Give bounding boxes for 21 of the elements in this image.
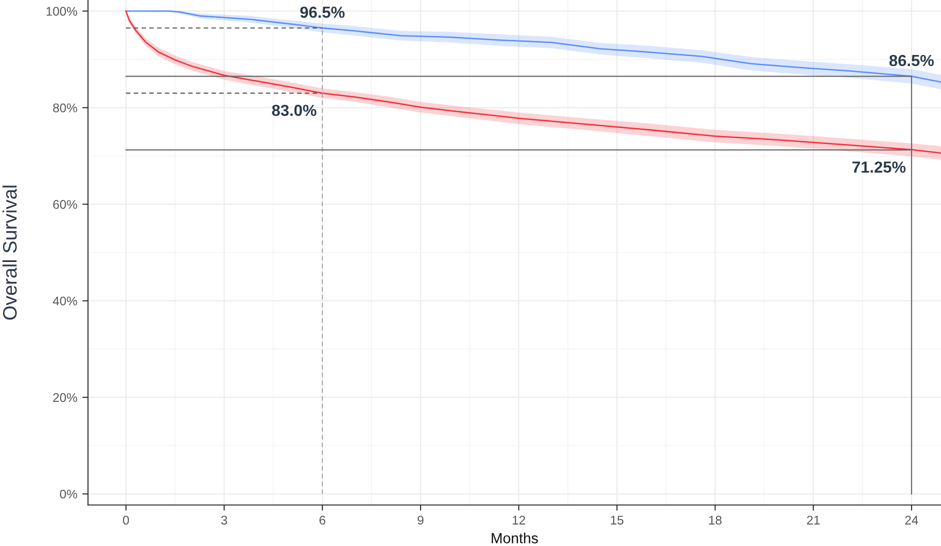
- ref-line-label: 96.5%: [300, 6, 345, 18]
- y-tick-label: 80%: [53, 103, 78, 112]
- y-axis-title: Overall Survival: [2, 186, 17, 320]
- x-tick-label: 6: [320, 516, 326, 525]
- x-tick-label: 12: [512, 516, 526, 524]
- y-tick-label: 100%: [46, 6, 78, 16]
- x-axis-title: Months: [492, 532, 538, 544]
- ref-line-label: 86.5%: [889, 54, 934, 66]
- y-tick-label: 0%: [60, 490, 78, 499]
- x-tick-label: 24: [905, 516, 918, 524]
- y-tick-label: 20%: [53, 393, 78, 402]
- x-tick-label: 3: [221, 516, 228, 525]
- x-tick-label: 15: [610, 516, 624, 525]
- x-tick-label: 0: [122, 516, 129, 525]
- x-tick-label: 21: [807, 516, 820, 524]
- ref-line-label: 71.25%: [852, 161, 906, 173]
- ref-line-label: 83.0%: [272, 104, 316, 116]
- y-tick-label: 40%: [52, 296, 78, 306]
- x-tick-label: 18: [709, 516, 722, 525]
- y-tick-label: 60%: [53, 200, 78, 209]
- x-tick-label: 9: [418, 516, 424, 525]
